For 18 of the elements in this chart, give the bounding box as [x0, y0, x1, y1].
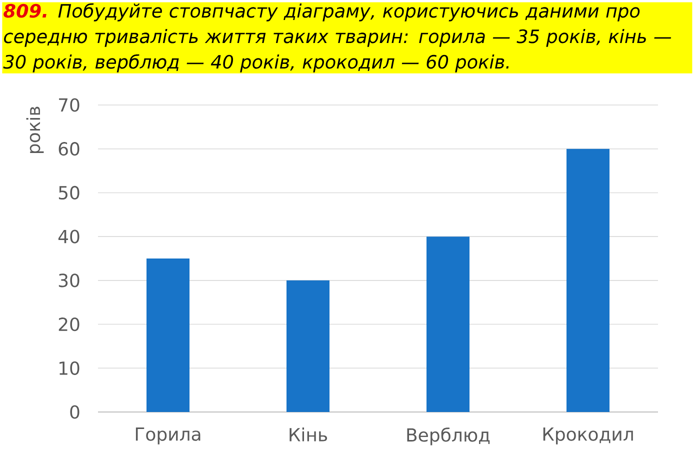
- bar: [286, 280, 330, 412]
- y-tick-label: 60: [58, 142, 80, 156]
- x-tick-label: Кінь: [290, 428, 328, 442]
- bar: [426, 236, 470, 412]
- y-axis-title: років: [26, 106, 44, 154]
- y-tick-label: 70: [59, 98, 80, 112]
- bar: [146, 258, 190, 412]
- x-tick-label: Горила: [136, 428, 200, 444]
- x-tick-label: Верблюд: [407, 428, 490, 446]
- x-tick-label: Крокодил: [543, 428, 633, 444]
- y-tick-label: 30: [58, 274, 80, 288]
- y-tick-label: 40: [58, 230, 80, 244]
- y-tick-label: 20: [58, 317, 80, 332]
- bar: [566, 148, 610, 412]
- y-tick-label: 10: [60, 361, 80, 375]
- y-tick-label: 0: [70, 405, 80, 419]
- y-tick-label: 50: [58, 186, 80, 200]
- chart-title: 809. Побудуйте стовпчасту діаграму, користуючись даними про середню тривалість життя таких тварин: горила — 35 років, кінь — 30 років, верблюд — 40 років, крокодил — 60 років.: [3, 3, 672, 72]
